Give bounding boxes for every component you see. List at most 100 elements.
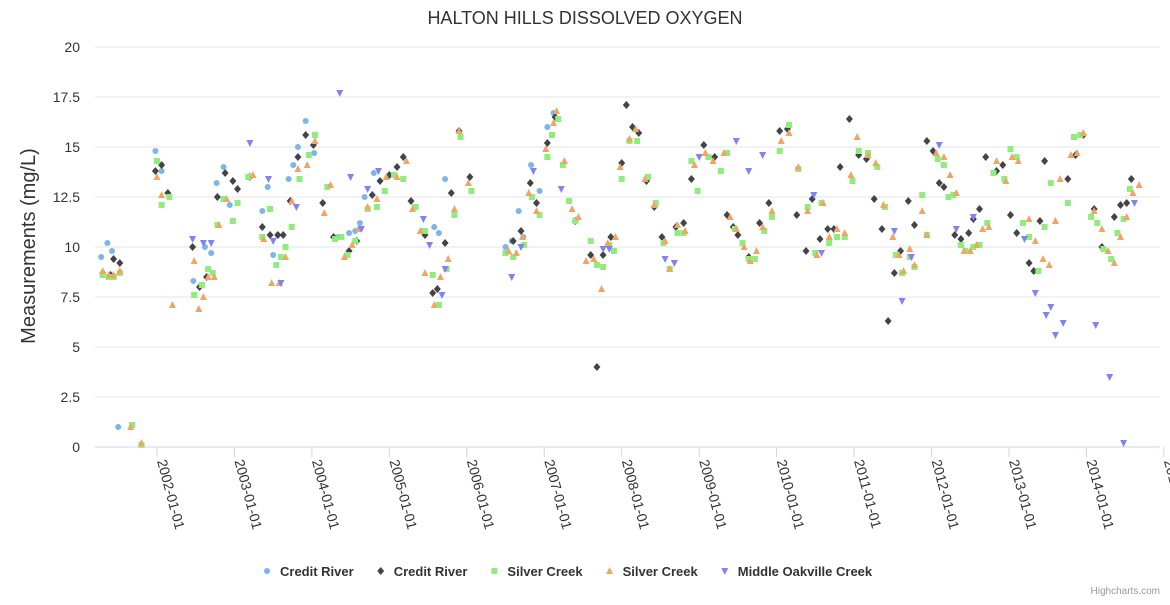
data-point	[945, 194, 952, 200]
data-point	[611, 233, 619, 240]
data-point	[616, 163, 624, 170]
data-point	[99, 267, 107, 274]
data-point	[548, 132, 555, 138]
data-point	[1064, 175, 1072, 183]
data-point	[433, 285, 441, 293]
data-point	[525, 189, 533, 196]
series-3	[99, 107, 1143, 446]
data-point	[670, 260, 678, 267]
x-tick-label: 2003-01-01	[232, 458, 266, 532]
data-point	[700, 141, 708, 149]
data-point	[1059, 320, 1067, 327]
data-point	[346, 230, 353, 236]
data-point	[158, 202, 165, 208]
data-point	[361, 194, 368, 200]
x-tick-label: 2015-01-01	[1161, 458, 1170, 532]
data-point	[509, 237, 517, 245]
data-point	[765, 199, 773, 207]
data-point	[785, 122, 792, 128]
data-point	[1051, 217, 1059, 224]
data-point	[324, 184, 331, 190]
data-point	[1073, 149, 1081, 156]
data-point	[381, 188, 388, 194]
data-point	[517, 227, 525, 235]
data-point	[515, 208, 522, 214]
data-point	[910, 261, 918, 268]
credits-link[interactable]: Highcharts.com	[1091, 586, 1160, 597]
data-point	[528, 194, 535, 200]
data-point	[326, 181, 334, 188]
data-point	[277, 280, 285, 287]
data-point	[610, 248, 617, 254]
data-point	[320, 209, 328, 216]
data-point	[833, 225, 841, 232]
data-point	[294, 144, 301, 150]
data-point	[1126, 186, 1133, 192]
legend-item[interactable]: Credit River	[377, 564, 467, 579]
x-axis: 2002-01-01 2003-01-01 2004-01-01 2005-01-01…	[95, 446, 1170, 532]
data-point	[402, 157, 410, 164]
data-point	[368, 191, 376, 199]
data-point	[855, 148, 862, 154]
data-point	[705, 154, 712, 160]
data-point	[1026, 234, 1033, 240]
data-point	[604, 239, 612, 246]
legend[interactable]: Credit River Credit River Silver Creek Silv…	[264, 564, 873, 579]
data-point	[745, 256, 752, 262]
data-point	[1020, 236, 1028, 243]
data-point	[399, 153, 407, 161]
data-point	[151, 167, 159, 175]
y-axis-ticks: 0 2.5 5 7.5 10 12.5 15 17.5 20	[53, 39, 80, 455]
data-point	[195, 305, 203, 312]
data-point	[900, 267, 908, 274]
legend-marker	[606, 567, 614, 574]
data-point	[985, 223, 993, 230]
data-point	[849, 178, 856, 184]
data-point	[204, 273, 212, 280]
data-point	[282, 253, 290, 260]
data-point	[400, 176, 407, 182]
data-point	[229, 218, 236, 224]
data-point	[260, 235, 268, 242]
x-tick-label: 2011-01-01	[851, 458, 885, 531]
legend-item[interactable]: Middle Oakville Creek	[721, 564, 873, 579]
legend-item[interactable]: Credit River	[264, 564, 354, 579]
data-point	[464, 179, 472, 186]
data-point	[542, 145, 550, 152]
data-point	[895, 251, 903, 258]
data-point	[282, 244, 289, 250]
legend-item[interactable]: Silver Creek	[606, 564, 699, 579]
data-point	[356, 220, 363, 226]
data-point	[266, 231, 274, 239]
data-point	[752, 247, 760, 254]
y-tick-label: 2.5	[61, 389, 81, 405]
data-point	[294, 153, 302, 161]
data-point	[189, 236, 197, 243]
data-point	[115, 424, 122, 430]
data-point	[1094, 220, 1101, 226]
data-point	[374, 168, 382, 175]
legend-item[interactable]: Silver Creek	[491, 564, 583, 579]
data-point	[190, 278, 197, 284]
data-point	[158, 191, 166, 198]
data-point	[264, 176, 272, 183]
y-axis-label: Measurements (mg/L)	[18, 148, 40, 344]
data-point	[226, 202, 233, 208]
x-tick-label: 2005-01-01	[386, 458, 420, 532]
data-point	[935, 142, 943, 149]
data-point	[393, 173, 401, 180]
legend-marker	[264, 568, 270, 574]
data-point	[190, 257, 198, 264]
data-point	[373, 204, 380, 210]
data-point	[982, 153, 990, 161]
data-point	[1092, 322, 1100, 329]
data-point	[1045, 261, 1053, 268]
data-point	[1031, 237, 1039, 244]
data-point	[296, 176, 303, 182]
legend-marker	[721, 568, 729, 575]
data-point	[430, 301, 438, 308]
data-point	[940, 162, 947, 168]
data-point	[979, 225, 987, 232]
data-point	[519, 233, 527, 240]
